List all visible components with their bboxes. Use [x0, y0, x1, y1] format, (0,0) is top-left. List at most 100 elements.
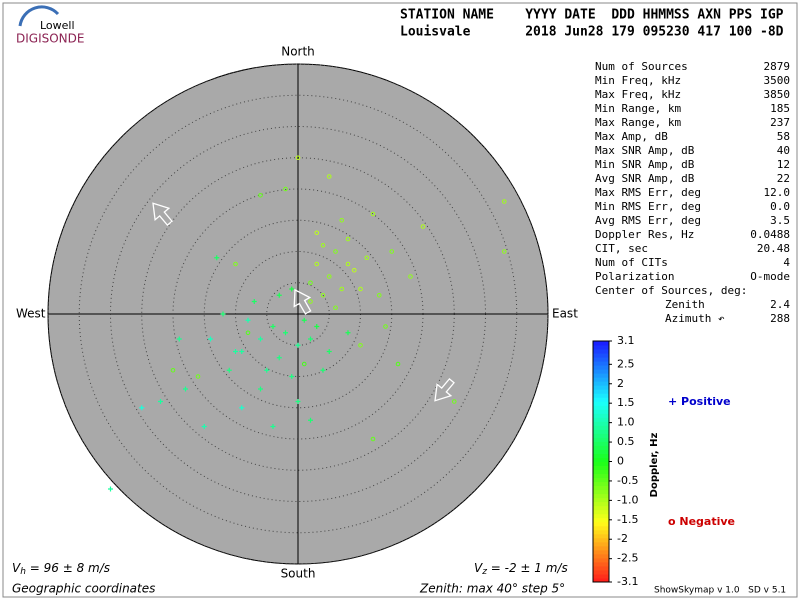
- version-note: ShowSkymap v 1.0 SD v 5.1: [654, 586, 786, 596]
- source-positive: [308, 417, 313, 423]
- stat-value: 12: [777, 158, 790, 171]
- source-negative: [320, 242, 326, 248]
- colorbar-step: [593, 465, 609, 471]
- colorbar-step: [593, 461, 609, 467]
- stat-value: 40: [777, 144, 790, 157]
- colorbar-step: [593, 449, 609, 454]
- colorbar-step: [593, 413, 609, 418]
- stat-label: Num of CITs: [595, 256, 668, 269]
- stat-label: Max Amp, dB: [595, 130, 668, 143]
- vh-symbol: V: [12, 561, 21, 575]
- source-negative: [308, 299, 313, 304]
- colorbar-step: [593, 529, 609, 535]
- colorbar-step: [593, 429, 609, 434]
- source-positive: [139, 405, 145, 411]
- source-positive: [345, 330, 351, 336]
- source-positive: [176, 336, 182, 342]
- source-negative: [358, 286, 363, 292]
- south-label: South: [281, 567, 316, 581]
- colorbar-tick-label: -2.5: [617, 552, 638, 565]
- colorbar-step: [593, 525, 609, 531]
- source-positive: [283, 330, 288, 336]
- colorbar-step: [593, 469, 609, 475]
- stat-value: 12.0: [764, 186, 791, 199]
- source-positive: [308, 336, 313, 342]
- colorbar-step: [593, 557, 609, 563]
- colorbar-step: [593, 505, 609, 511]
- stat-label: Min SNR Amp, dB: [595, 158, 695, 171]
- center-value: 2.4: [770, 298, 790, 311]
- colorbar-step: [593, 549, 609, 555]
- colorbar-step: [593, 517, 609, 523]
- colorbar-step: [593, 537, 609, 543]
- colorbar-tick-label: -0.5: [617, 474, 638, 487]
- source-negative: [245, 330, 251, 336]
- colorbar-step: [593, 437, 609, 442]
- colorbar-step: [593, 569, 609, 575]
- colorbar-tick-label: 1.5: [617, 396, 635, 409]
- stat-label: Min Range, km: [595, 102, 681, 115]
- stat-label: Min Freq, kHz: [595, 74, 681, 87]
- colorbar-step: [593, 513, 609, 519]
- source-positive: [258, 386, 263, 392]
- source-negative: [339, 217, 345, 223]
- source-positive: [214, 255, 220, 261]
- vz-value: = -2 ± 1 m/s: [487, 561, 568, 575]
- source-positive: [326, 349, 332, 354]
- legend-negative: o Negative: [668, 515, 735, 528]
- colorbar-step: [593, 473, 609, 479]
- stat-value: 2879: [764, 60, 791, 73]
- colorbar-step: [593, 485, 609, 491]
- source-positive: [183, 386, 188, 392]
- stat-label: Max SNR Amp, dB: [595, 144, 695, 157]
- west-label: West: [16, 307, 46, 321]
- colorbar-step: [593, 341, 609, 346]
- source-positive: [270, 424, 276, 429]
- colorbar-tick-label: 3.1: [617, 334, 635, 347]
- center-label: Zenith: [665, 298, 705, 311]
- stat-value: 20.48: [757, 242, 790, 255]
- colorbar-step: [593, 481, 609, 487]
- colorbar-tick-label: -2: [617, 532, 628, 545]
- colorbar-label: Doppler, Hz: [649, 433, 660, 498]
- header-line: STATION NAME YYYY DATE DDD HHMMSS AXN PP…: [400, 8, 784, 23]
- source-negative: [408, 274, 413, 279]
- source-negative: [314, 261, 320, 267]
- source-negative: [345, 261, 351, 267]
- source-negative: [326, 174, 332, 179]
- source-negative: [370, 436, 376, 442]
- colorbar-step: [593, 405, 609, 410]
- colorbar-step: [593, 521, 609, 527]
- source-positive: [289, 374, 295, 379]
- source-negative: [170, 367, 176, 373]
- colorbar-step: [593, 509, 609, 515]
- source-positive: [239, 405, 245, 411]
- stat-label: Max RMS Err, deg: [595, 186, 701, 199]
- source-negative: [395, 361, 401, 367]
- colorbar-step: [593, 489, 609, 495]
- colorbar-step: [593, 377, 609, 382]
- colorbar-step: [593, 445, 609, 450]
- source-negative: [320, 292, 326, 298]
- source-positive: [201, 424, 207, 429]
- east-label: East: [552, 307, 578, 321]
- colorbar-step: [593, 353, 609, 358]
- source-positive: [220, 311, 226, 317]
- colorbar-step: [593, 409, 609, 414]
- coords-note: Geographic coordinates: [12, 582, 155, 596]
- colorbar-step: [593, 433, 609, 438]
- stat-label: Min RMS Err, deg: [595, 200, 701, 213]
- colorbar-step: [593, 477, 609, 483]
- colorbar-step: [593, 397, 609, 402]
- colorbar-step: [593, 365, 609, 370]
- source-positive: [314, 324, 320, 329]
- stat-value: 4: [783, 256, 790, 269]
- source-negative: [301, 361, 307, 367]
- vh-sub: h: [20, 567, 26, 577]
- source-positive: [295, 399, 301, 404]
- source-positive: [208, 336, 213, 342]
- colorbar-step: [593, 345, 609, 350]
- colorbar-tick-label: 0.5: [617, 435, 635, 448]
- source-positive: [276, 355, 282, 361]
- source-positive: [289, 286, 295, 292]
